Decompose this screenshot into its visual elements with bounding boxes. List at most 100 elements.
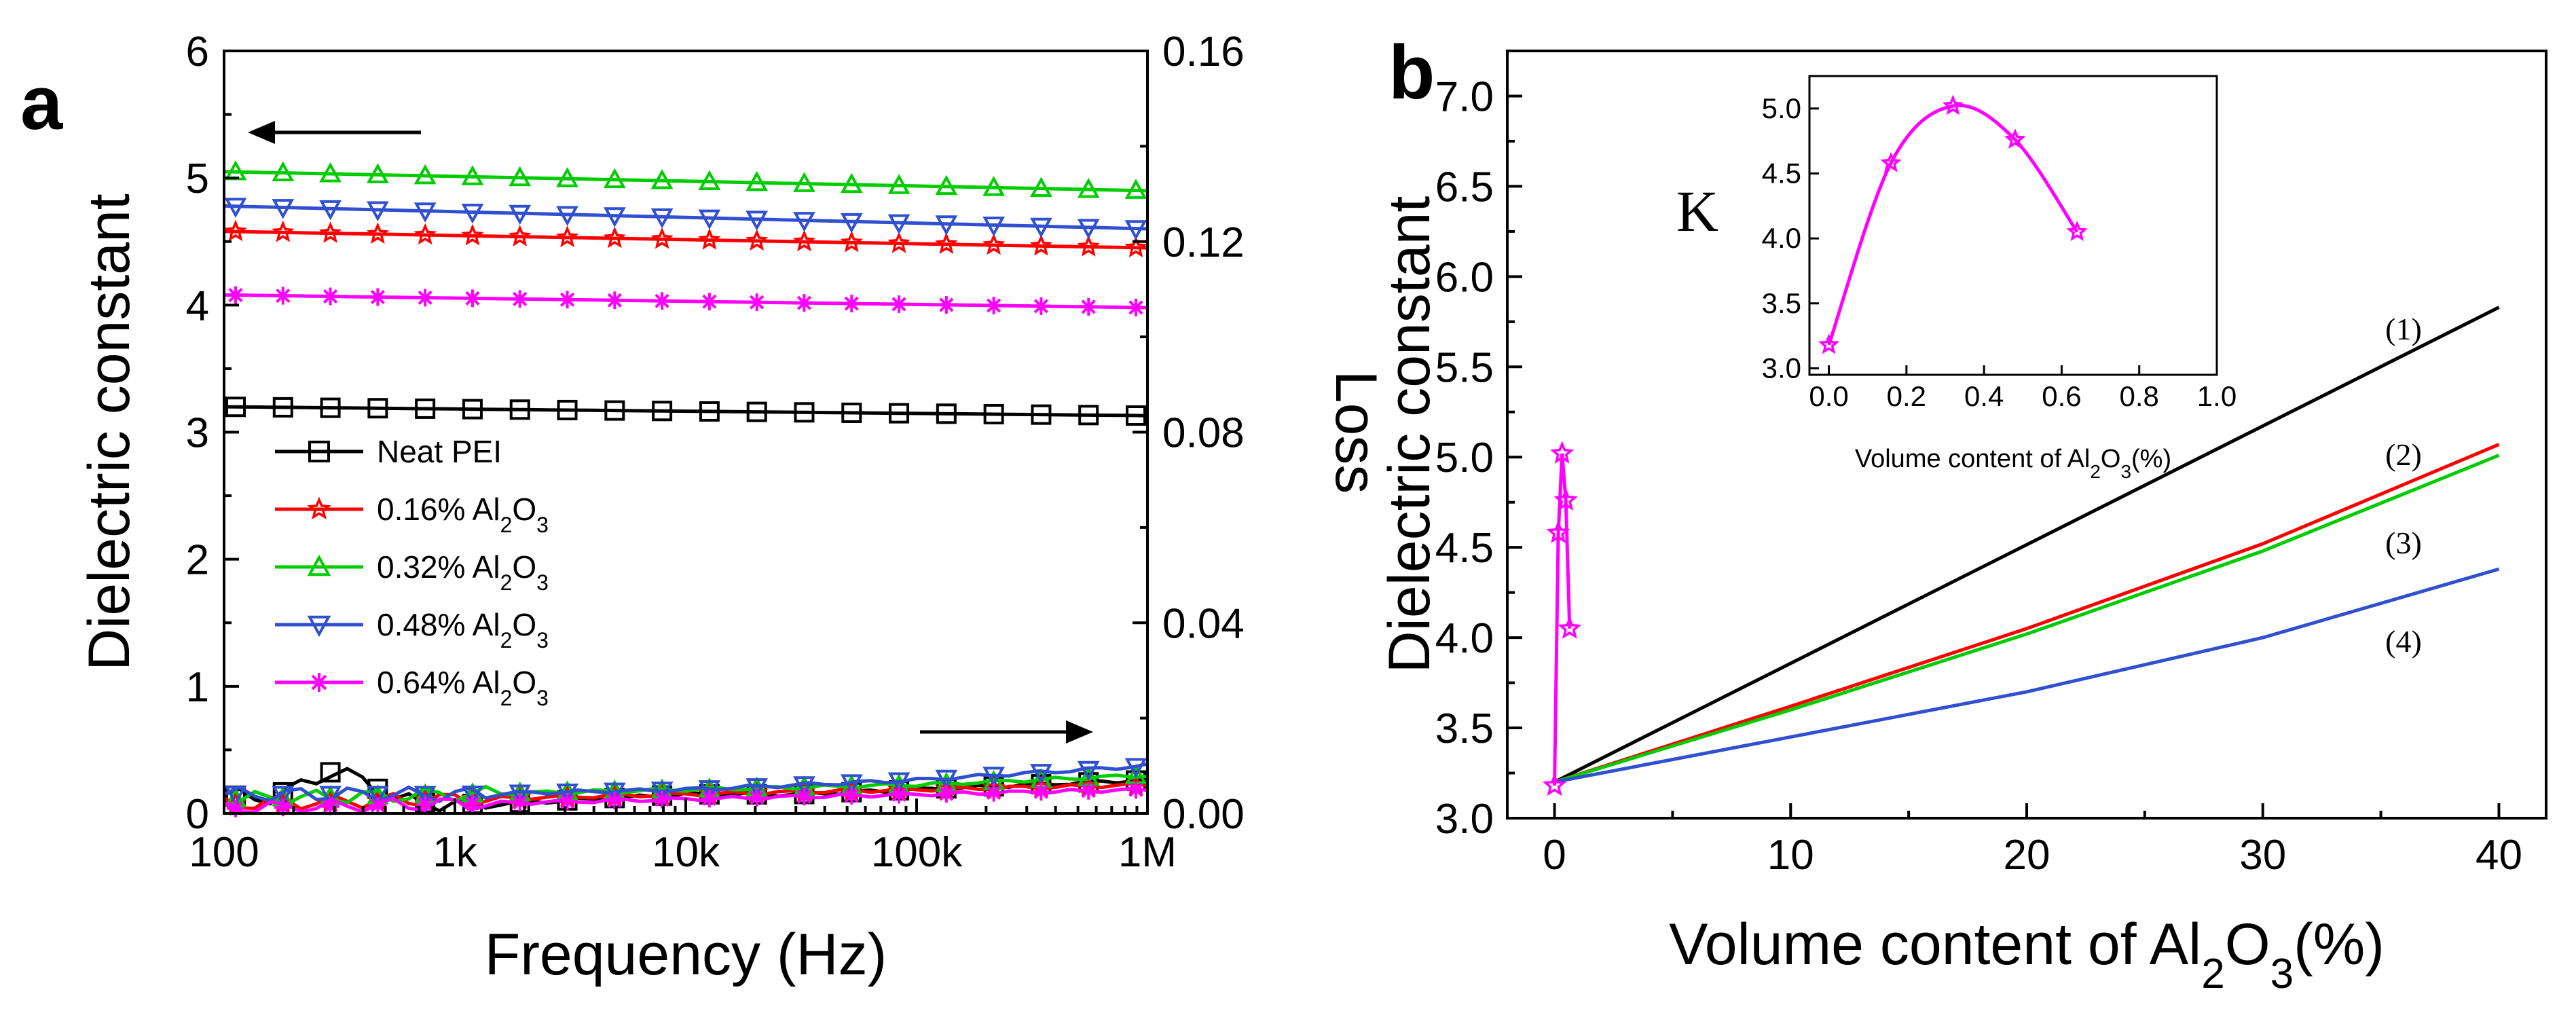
data-point: [369, 796, 387, 815]
data-point: [982, 217, 1006, 237]
series-b-4: [1542, 441, 1582, 796]
asterisk-stroke: [702, 294, 717, 309]
data-point: [224, 219, 247, 242]
asterisk-stroke: [370, 798, 385, 813]
asterisk-stroke: [987, 298, 1001, 313]
data-point: [413, 202, 437, 223]
data-point: [319, 162, 342, 183]
data-point: [698, 209, 721, 230]
data-point: [698, 780, 721, 801]
data-point: [1542, 773, 1567, 796]
dielectric-line: [223, 229, 1148, 250]
data-point: [650, 227, 674, 249]
data-point: [321, 287, 339, 306]
loss-line: [223, 762, 1148, 803]
y-tick-label: 6: [186, 29, 209, 75]
inset-line: [1827, 103, 2079, 346]
data-point: [509, 784, 532, 805]
data-point: [840, 230, 863, 253]
y2-tick-label: 0.16: [1162, 29, 1245, 75]
data-point: [793, 212, 815, 232]
data-point: [556, 206, 578, 226]
y2-tick-label: 0.04: [1162, 600, 1245, 647]
data-point: [558, 291, 576, 309]
data-point: [985, 296, 1003, 314]
series-b-1: [1553, 443, 2500, 784]
model-line: [1553, 454, 2500, 784]
x-tick-label: 100: [189, 829, 259, 876]
left-arrow: [248, 121, 421, 144]
data-point: [1032, 297, 1050, 315]
data-point: [1126, 405, 1146, 426]
series-b-3: [1554, 567, 2500, 784]
asterisk-stroke: [276, 800, 291, 815]
data-point: [509, 204, 532, 225]
asterisk-stroke: [1033, 784, 1049, 799]
data-point: [700, 790, 718, 808]
data-point: [413, 223, 437, 245]
asterisk-stroke: [513, 795, 528, 810]
data-point: [461, 223, 484, 246]
data-point: [1030, 764, 1052, 784]
series-2: [223, 160, 1148, 807]
data-point: [887, 214, 910, 235]
y-axis-title: Dielectric constant: [1377, 196, 1442, 674]
data-point: [748, 293, 766, 312]
model-line: [1554, 567, 2500, 784]
inset-x-tick-label: 0.6: [2042, 380, 2081, 412]
legend-label: 0.16% Al2O3: [377, 492, 549, 537]
right-arrow: [920, 720, 1093, 743]
asterisk-stroke: [1033, 299, 1049, 314]
legend-marker: [308, 441, 330, 462]
legend-marker: [307, 554, 331, 576]
arrow-head: [1066, 720, 1093, 743]
asterisk-stroke: [607, 793, 622, 808]
inset-chart: 0.0 0.2 0.4 0.6 0.8 1.0 3.0 3.5 4.0 4.5 5.0 K Volume…: [1676, 75, 2237, 482]
data-point: [1077, 760, 1100, 782]
dielectric-line: [223, 204, 1148, 231]
legend-marker: [307, 615, 331, 638]
model-line: [1553, 306, 2500, 784]
x-tick-label: 1M: [1118, 829, 1177, 876]
asterisk-stroke: [750, 295, 765, 310]
data-point: [603, 226, 627, 249]
y-tick-label: 1: [186, 664, 209, 711]
data-point: [793, 776, 815, 796]
data-point: [556, 167, 578, 187]
y-tick-label: 0: [186, 791, 209, 838]
data-point: [935, 215, 958, 236]
y-tick-label: 4: [186, 282, 209, 329]
asterisk-stroke: [1081, 299, 1096, 314]
asterisk-stroke: [311, 674, 327, 691]
series-4: [223, 286, 1148, 817]
asterisk-stroke: [370, 289, 385, 305]
data-point: [511, 290, 529, 308]
inset-data-point: [2004, 128, 2026, 149]
data-point: [653, 292, 671, 310]
data-point: [985, 784, 1003, 802]
x-tick-label: 30: [2239, 832, 2286, 879]
y-tick-label: 3.5: [1435, 705, 1494, 752]
data-point: [840, 213, 863, 234]
series-0: [223, 397, 1148, 814]
asterisk-stroke: [939, 786, 954, 801]
data-point: [748, 788, 766, 807]
data-point: [794, 402, 815, 423]
data-point: [650, 208, 674, 229]
data-point: [1124, 220, 1147, 240]
asterisk-stroke: [559, 292, 575, 307]
x-axis-title: Volume content of Al2O3(%): [1669, 912, 2385, 997]
data-point: [698, 228, 721, 250]
y2-tick-label: 0.00: [1162, 791, 1245, 838]
data-point: [746, 170, 769, 191]
asterisk-stroke: [987, 785, 1001, 801]
data-point: [1077, 235, 1100, 257]
arrow-head: [248, 121, 275, 144]
data-point: [511, 793, 529, 811]
data-point: [463, 794, 481, 813]
data-point: [983, 403, 1004, 424]
inset-y-tick-label: 3.0: [1762, 352, 1801, 384]
data-point: [461, 204, 484, 224]
x-tick-label: 10k: [652, 829, 720, 876]
data-point: [698, 170, 721, 190]
